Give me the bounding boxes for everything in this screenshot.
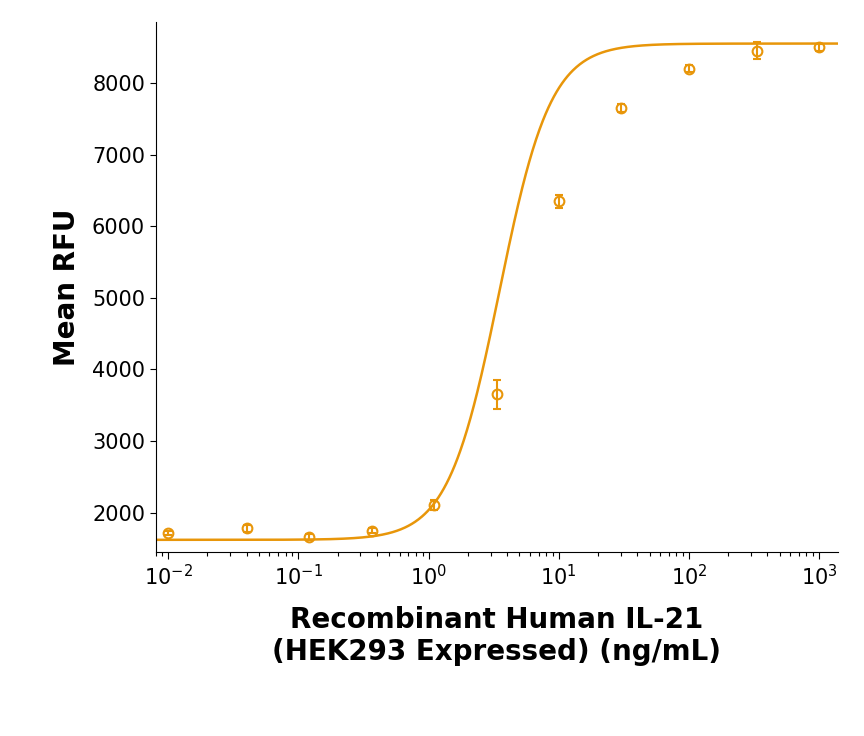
X-axis label: Recombinant Human IL-21
(HEK293 Expressed) (ng/mL): Recombinant Human IL-21 (HEK293 Expresse… [272,606,721,666]
Y-axis label: Mean RFU: Mean RFU [53,208,81,366]
